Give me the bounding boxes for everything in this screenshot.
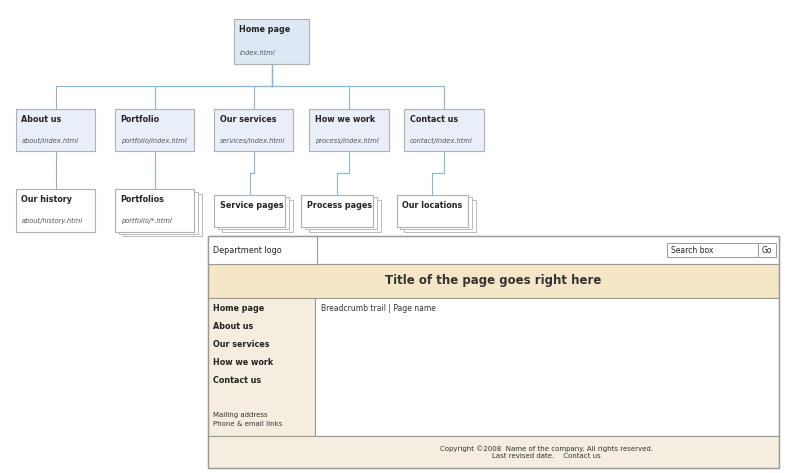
Bar [16, 189, 95, 232]
Bar [208, 236, 779, 468]
Bar [309, 200, 381, 232]
Text: How we work: How we work [315, 115, 375, 124]
Text: About us: About us [21, 115, 62, 124]
Text: Our locations: Our locations [402, 201, 462, 210]
Bar [315, 298, 779, 436]
Bar [16, 109, 95, 151]
Text: contact/index.html: contact/index.html [410, 138, 473, 144]
Bar [208, 236, 779, 468]
Bar [301, 195, 373, 227]
Text: index.html: index.html [239, 50, 275, 56]
Bar [214, 109, 293, 151]
Text: Portfolios: Portfolios [121, 195, 164, 204]
Bar [208, 436, 779, 468]
Text: Phone & email links: Phone & email links [213, 421, 282, 427]
Bar [123, 194, 202, 236]
Bar [214, 195, 285, 227]
Text: services/index.html: services/index.html [220, 138, 285, 144]
Bar [404, 200, 476, 232]
Bar [115, 109, 194, 151]
Bar [305, 197, 377, 229]
Bar [309, 109, 389, 151]
Text: Our services: Our services [213, 340, 270, 349]
Bar [396, 195, 468, 227]
Text: portfolio/index.html: portfolio/index.html [121, 138, 186, 144]
Bar [208, 298, 315, 436]
Text: about/index.html: about/index.html [21, 138, 79, 144]
Text: Our history: Our history [21, 195, 72, 204]
Bar [115, 189, 194, 232]
Text: Search box: Search box [671, 245, 713, 255]
Text: Service pages: Service pages [220, 201, 283, 210]
Text: Our services: Our services [220, 115, 276, 124]
Bar [404, 109, 484, 151]
Text: Copyright ©2008  Name of the company. All rights reserved.
Last revised date.   : Copyright ©2008 Name of the company. All… [440, 446, 653, 459]
Bar [119, 192, 198, 234]
Text: Portfolio: Portfolio [121, 115, 159, 124]
Text: Mailing address: Mailing address [213, 412, 268, 418]
Text: Process pages: Process pages [307, 201, 372, 210]
Bar [218, 197, 289, 229]
Text: Title of the page goes right here: Title of the page goes right here [385, 274, 601, 288]
Text: portfolio/*.html: portfolio/*.html [121, 218, 171, 224]
Text: process/index.html: process/index.html [315, 138, 378, 144]
Text: Go: Go [761, 245, 772, 255]
Bar [234, 19, 309, 64]
Text: Contact us: Contact us [410, 115, 458, 124]
Text: How we work: How we work [213, 358, 274, 367]
Bar [222, 200, 293, 232]
Text: about/history.html: about/history.html [21, 218, 82, 224]
Text: Breadcrumb trail | Page name: Breadcrumb trail | Page name [321, 304, 436, 313]
Text: Home page: Home page [213, 304, 265, 313]
Bar [400, 197, 472, 229]
Bar [208, 236, 317, 264]
Text: Department logo: Department logo [213, 245, 282, 255]
Bar [667, 243, 758, 257]
Text: Home page: Home page [239, 25, 291, 34]
Bar [208, 236, 779, 264]
Text: About us: About us [213, 322, 254, 331]
Text: Contact us: Contact us [213, 376, 262, 385]
Bar [208, 264, 779, 298]
Bar [758, 243, 776, 257]
